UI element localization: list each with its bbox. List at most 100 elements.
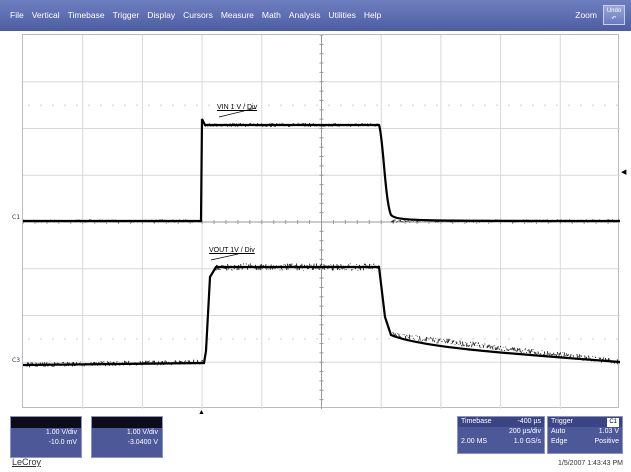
grid-dot <box>508 104 510 106</box>
channel-1-panel[interactable]: 1.00 V/div -10.0 mV <box>10 416 82 458</box>
grid-dot <box>208 104 210 106</box>
vout-trace-label: VOUT 1V / Div <box>209 247 255 254</box>
grid-dot <box>592 338 594 340</box>
scope-display[interactable]: VIN 1 V / Div VOUT 1V / Div <box>22 34 620 409</box>
vout-noise <box>23 263 620 368</box>
channel-1-header <box>11 417 81 428</box>
grid-dot <box>448 338 450 340</box>
menu-timebase[interactable]: Timebase <box>67 10 105 20</box>
zoom-button[interactable]: Zoom <box>575 10 597 20</box>
grid-dot <box>556 104 558 106</box>
trigger-position-arrow: ▲ <box>198 409 205 416</box>
date-time: 1/5/2007 1:43:43 PM <box>558 460 623 467</box>
trigger-panel[interactable]: Trigger C1 Auto 1.03 V Edge Positive <box>547 416 623 454</box>
menu-math[interactable]: Math <box>261 10 281 20</box>
grid-dot <box>580 104 582 106</box>
grid-dot <box>292 338 294 340</box>
grid-dot <box>136 104 138 106</box>
grid-dot <box>100 338 102 340</box>
grid-dot <box>220 104 222 106</box>
grid-dot <box>364 104 366 106</box>
grid-dot <box>436 104 438 106</box>
c3-ground-marker: C3 <box>12 357 21 364</box>
grid-dot <box>112 338 114 340</box>
grid-dot <box>316 338 318 340</box>
vout-trace <box>23 265 620 367</box>
channel-3-offset: -3.0400 V <box>127 439 158 446</box>
menu-cursors[interactable]: Cursors <box>183 10 213 20</box>
undo-button[interactable]: Undo ↶ <box>603 5 625 25</box>
trigger-slope: Positive <box>594 438 619 445</box>
grid-dot <box>196 104 198 106</box>
vin-trace-label: VIN 1 V / Div <box>217 104 258 111</box>
grid-dot <box>592 104 594 106</box>
grid-dot <box>568 338 570 340</box>
grid-dot <box>40 104 42 106</box>
menu-display[interactable]: Display <box>147 10 176 20</box>
menu-trigger[interactable]: Trigger <box>112 10 140 20</box>
channel-3-panel[interactable]: 1.00 V/div -3.0400 V <box>91 416 163 458</box>
timebase-panel[interactable]: Timebase -400 µs 200 µs/div 2.00 MS 1.0 … <box>457 416 545 454</box>
menu-measure[interactable]: Measure <box>220 10 254 20</box>
grid-dot <box>40 338 42 340</box>
grid-dot <box>160 338 162 340</box>
grid-dot <box>208 338 210 340</box>
grid-dot <box>496 104 498 106</box>
grid-dot <box>232 338 234 340</box>
channel-3-header <box>92 417 162 428</box>
grid-dot <box>472 104 474 106</box>
grid-dot <box>64 104 66 106</box>
grid-dot <box>400 104 402 106</box>
grid-dot <box>532 104 534 106</box>
grid-dot <box>376 104 378 106</box>
menu-vertical[interactable]: Vertical <box>31 10 60 20</box>
trigger-level-arrow: ◀ <box>621 169 627 176</box>
grid-dot <box>304 338 306 340</box>
grid-dot <box>232 104 234 106</box>
grid-dot <box>268 104 270 106</box>
lecroy-logo: LeCroy <box>12 457 42 467</box>
grid-dot <box>196 338 198 340</box>
grid-dot <box>352 104 354 106</box>
grid-dot <box>544 338 546 340</box>
grid-dot <box>100 104 102 106</box>
grid-dot <box>268 338 270 340</box>
channel-1-offset: -10.0 mV <box>48 439 77 446</box>
grid-dot <box>472 338 474 340</box>
grid-dot <box>148 338 150 340</box>
timebase-label: Timebase <box>461 418 492 425</box>
grid-dot <box>364 338 366 340</box>
grid-dot <box>64 338 66 340</box>
grid-dot <box>244 104 246 106</box>
undo-label: Undo <box>606 8 622 14</box>
menu-help[interactable]: Help <box>363 10 382 20</box>
undo-icon: ↶ <box>611 16 617 22</box>
channel-3-scale: 1.00 V/div <box>126 429 158 436</box>
grid-dot <box>256 338 258 340</box>
grid-dot <box>460 104 462 106</box>
trigger-mode: Auto <box>551 428 566 435</box>
grid-dot <box>556 338 558 340</box>
grid-dot <box>340 338 342 340</box>
c1-ground-marker: C1 <box>12 214 21 221</box>
grid-dot <box>280 338 282 340</box>
timebase-samples: 2.00 MS <box>461 438 488 445</box>
grid-dot <box>244 338 246 340</box>
grid-dot <box>508 338 510 340</box>
vin-noise <box>23 122 620 223</box>
grid-dot <box>292 104 294 106</box>
menu-analysis[interactable]: Analysis <box>288 10 321 20</box>
grid-dot <box>88 104 90 106</box>
menu-bar: File Vertical Timebase Trigger Display C… <box>0 0 631 31</box>
grid-dot <box>484 104 486 106</box>
grid-dot <box>616 338 618 340</box>
graticule-dots <box>28 104 618 340</box>
timebase-delay: -400 µs <box>517 418 542 425</box>
menu-utilities[interactable]: Utilities <box>328 10 356 20</box>
grid-dot <box>604 338 606 340</box>
menu-file[interactable]: File <box>10 10 24 20</box>
grid-dot <box>160 104 162 106</box>
grid-dot <box>52 338 54 340</box>
grid-dot <box>544 104 546 106</box>
grid-dot <box>388 104 390 106</box>
